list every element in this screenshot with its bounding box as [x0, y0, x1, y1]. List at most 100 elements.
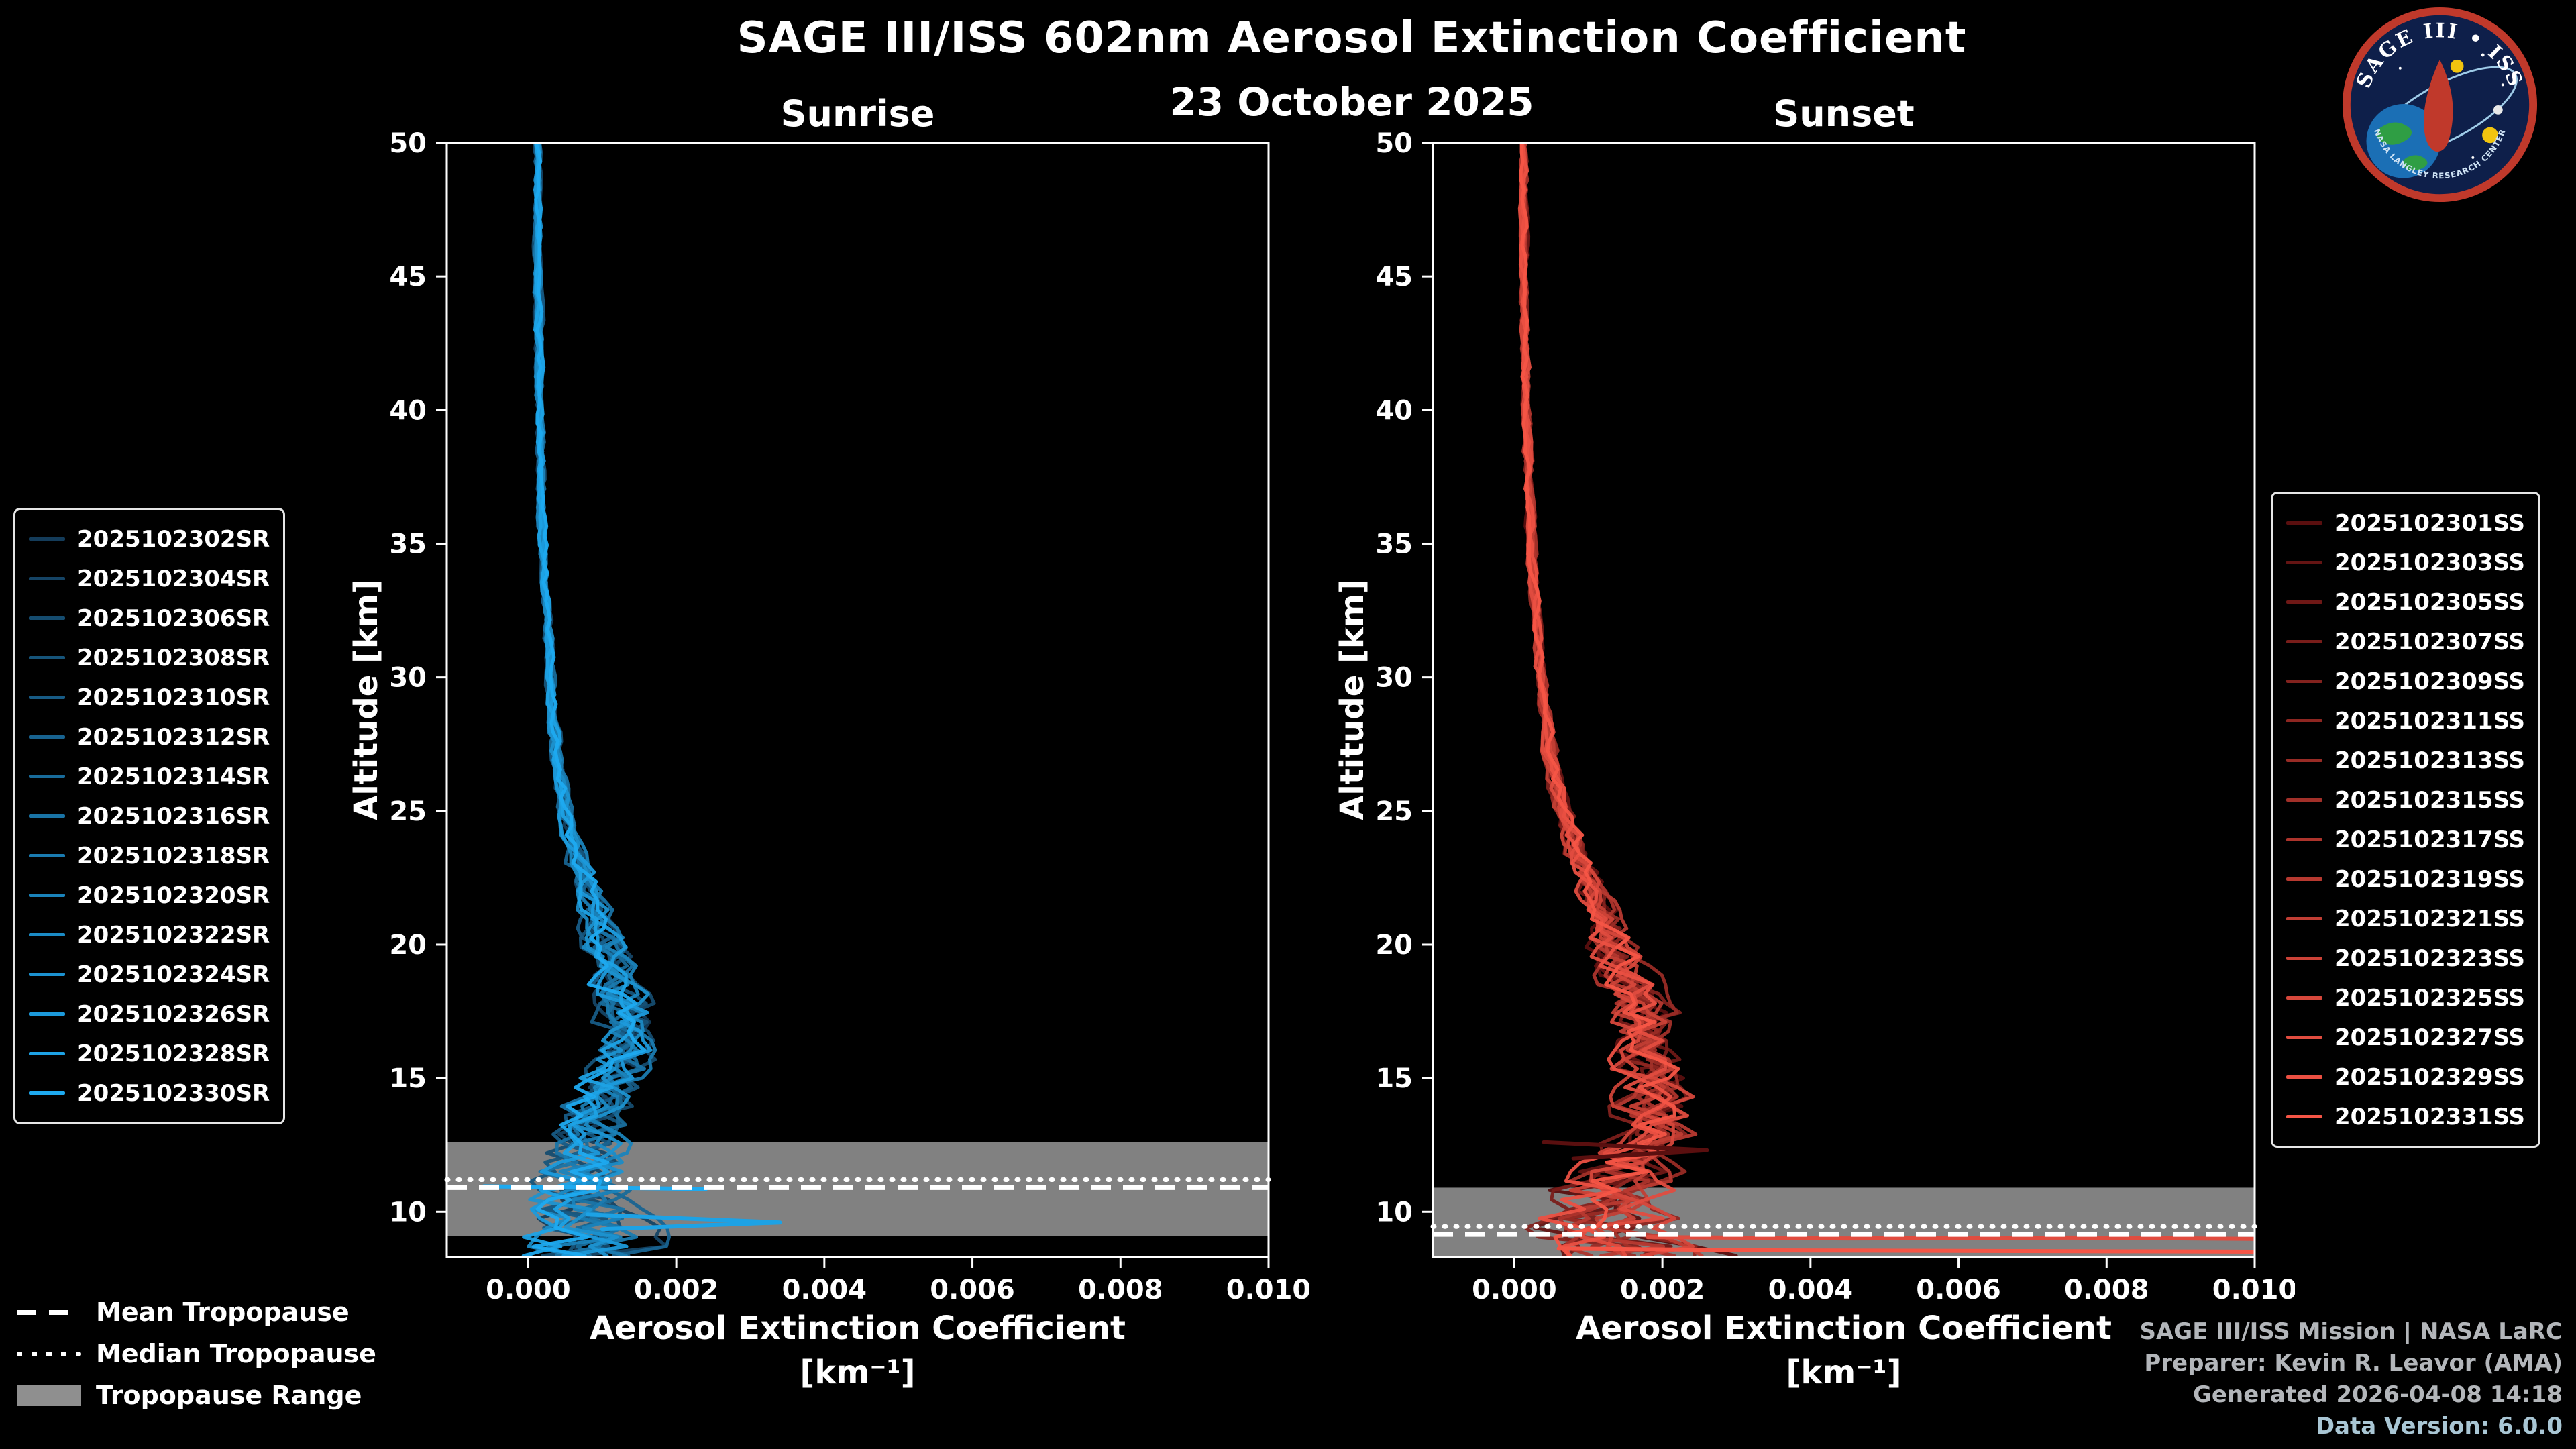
legend-label: 2025102330SR: [77, 1079, 270, 1107]
legend-label: 2025102318SR: [77, 842, 270, 869]
legend-item: 2025102323SS: [2286, 938, 2525, 978]
logo-sun: [2482, 127, 2498, 144]
legend-line-swatch: [29, 696, 65, 699]
legend-line-swatch: [29, 616, 65, 620]
legend-item: 2025102316SR: [29, 796, 270, 836]
svg-text:15: 15: [389, 1063, 427, 1094]
svg-text:45: 45: [389, 262, 427, 292]
figure-date: 23 October 2025: [1169, 79, 1534, 125]
legend-line-swatch: [29, 973, 65, 976]
legend-line-swatch: [2286, 798, 2322, 802]
logo-stars: [2398, 53, 2504, 159]
legend-label: 2025102304SR: [77, 565, 270, 592]
svg-text:0.002: 0.002: [1620, 1275, 1705, 1305]
legend-line-swatch: [2286, 600, 2322, 604]
legend-line-swatch: [29, 735, 65, 739]
legend-line-swatch: [29, 814, 65, 818]
legend-line-swatch: [2286, 759, 2322, 762]
svg-text:0.004: 0.004: [1768, 1275, 1854, 1305]
svg-text:0.000: 0.000: [486, 1275, 571, 1305]
svg-text:0.010: 0.010: [1226, 1275, 1309, 1305]
sunrise-x-axis-label: Aerosol Extinction Coefficient: [590, 1309, 1126, 1347]
svg-text:0.006: 0.006: [930, 1275, 1015, 1305]
sunrise-y-axis-label: Altitude [km]: [347, 579, 385, 820]
legend-line-swatch: [29, 1012, 65, 1016]
legend-label: 2025102324SR: [77, 961, 270, 988]
tropopause-range-label: Tropopause Range: [96, 1381, 362, 1410]
legend-item: 2025102306SR: [29, 598, 270, 638]
legend-label: 2025102307SS: [2334, 628, 2526, 655]
legend-item: 2025102313SS: [2286, 741, 2525, 780]
legend-line-swatch: [2286, 561, 2322, 564]
legend-item: 2025102321SS: [2286, 899, 2525, 938]
svg-text:15: 15: [1375, 1063, 1413, 1094]
median-tropopause-label: Median Tropopause: [96, 1339, 376, 1368]
legend-line-swatch: [2286, 521, 2322, 525]
legend-line-swatch: [2286, 996, 2322, 1000]
legend-label: 2025102326SR: [77, 1000, 270, 1028]
legend-line-swatch: [29, 656, 65, 659]
legend-label: 2025102315SS: [2334, 786, 2526, 814]
svg-text:45: 45: [1375, 262, 1413, 292]
logo-torch-flame: [2450, 59, 2464, 73]
svg-text:40: 40: [389, 395, 427, 426]
legend-line-swatch: [29, 577, 65, 580]
legend-label: 2025102328SR: [77, 1040, 270, 1067]
legend-label: 2025102325SS: [2334, 984, 2526, 1012]
legend-item: 2025102312SR: [29, 717, 270, 757]
svg-text:35: 35: [389, 529, 427, 559]
legend-label: 2025102305SS: [2334, 588, 2526, 616]
sunrise-legend: 2025102302SR 2025102304SR 2025102306SR 2025…: [13, 508, 286, 1124]
legend-item: 2025102325SS: [2286, 978, 2525, 1018]
mission-credit: SAGE III/ISS Mission | NASA LaRC: [2139, 1318, 2563, 1345]
svg-text:25: 25: [389, 796, 427, 827]
legend-item: 2025102327SS: [2286, 1018, 2525, 1057]
sunrise-x-axis-units: [km⁻¹]: [800, 1354, 916, 1391]
legend-line-swatch: [2286, 1075, 2322, 1079]
legend-label: 2025102310SR: [77, 684, 270, 711]
legend-line-swatch: [2286, 917, 2322, 920]
svg-text:25: 25: [1375, 796, 1413, 827]
legend-label: 2025102316SR: [77, 802, 270, 830]
legend-label: 2025102309SS: [2334, 667, 2526, 695]
legend-label: 2025102327SS: [2334, 1024, 2526, 1051]
svg-text:50: 50: [389, 128, 427, 159]
legend-item: 2025102317SS: [2286, 820, 2525, 859]
svg-text:30: 30: [1375, 663, 1413, 694]
legend-label: 2025102302SR: [77, 525, 270, 553]
svg-text:20: 20: [389, 930, 427, 961]
sunset-subplot-title: Sunset: [1773, 93, 1915, 135]
legend-item: 2025102308SR: [29, 638, 270, 678]
legend-line-swatch: [29, 1091, 65, 1095]
svg-text:10: 10: [1375, 1197, 1413, 1228]
dashed-line-swatch: [17, 1309, 81, 1315]
legend-label: 2025102322SR: [77, 921, 270, 949]
legend-line-swatch: [29, 894, 65, 897]
figure-title: SAGE III/ISS 602nm Aerosol Extinction Co…: [737, 13, 1967, 63]
legend-label: 2025102301SS: [2334, 509, 2526, 537]
svg-text:0.004: 0.004: [782, 1275, 867, 1305]
legend-label: 2025102331SS: [2334, 1103, 2526, 1130]
legend-item: 2025102310SR: [29, 678, 270, 717]
logo-earth-land-2: [2402, 155, 2428, 171]
legend-line-swatch: [29, 1052, 65, 1055]
legend-item: 2025102315SS: [2286, 780, 2525, 820]
legend-line-swatch: [2286, 877, 2322, 881]
legend-line-swatch: [29, 854, 65, 857]
legend-line-swatch: [2286, 640, 2322, 643]
tropopause-range-legend-item: Tropopause Range: [17, 1381, 376, 1410]
mean-tropopause-legend-item: Mean Tropopause: [17, 1297, 376, 1327]
legend-line-swatch: [2286, 1115, 2322, 1118]
legend-item: 2025102309SS: [2286, 661, 2525, 701]
band-swatch: [17, 1385, 81, 1406]
svg-text:10: 10: [389, 1197, 427, 1228]
dotted-line-swatch: [17, 1351, 81, 1356]
legend-item: 2025102314SR: [29, 757, 270, 796]
sunset-y-axis-label: Altitude [km]: [1334, 579, 1371, 820]
legend-item: 2025102329SS: [2286, 1057, 2525, 1097]
sage-iss-logo: SAGE III • ISS NASA LANGLEY RESEARCH CEN…: [2342, 7, 2538, 203]
legend-item: 2025102326SR: [29, 994, 270, 1034]
legend-line-swatch: [2286, 1036, 2322, 1039]
footer-credits: SAGE III/ISS Mission | NASA LaRC Prepare…: [2140, 1316, 2563, 1442]
legend-item: 2025102330SR: [29, 1073, 270, 1113]
